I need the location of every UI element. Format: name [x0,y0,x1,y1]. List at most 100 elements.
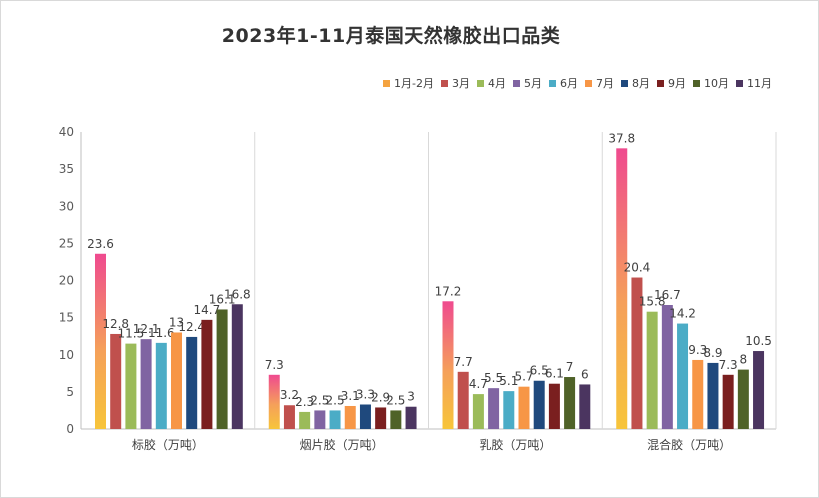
bar [314,410,326,429]
bar [503,391,515,429]
data-label: 3.1 [341,389,360,403]
legend-swatch [548,79,556,87]
bar [472,394,484,429]
bar [661,305,673,429]
y-tick-label: 35 [59,162,74,176]
legend-swatch [476,79,484,87]
legend-label: 3月 [451,77,470,90]
data-label: 3 [407,390,415,404]
data-label: 12.4 [178,320,205,334]
data-label: 12.8 [102,317,129,331]
data-label: 6 [581,367,589,381]
bar [616,148,628,429]
legend-label: 7月 [595,77,614,90]
bar [564,377,576,429]
data-label: 3.3 [356,387,375,401]
x-category-label: 标胶（万吨） [132,437,204,452]
y-tick-label: 30 [59,199,74,213]
data-label: 5.5 [484,371,503,385]
y-tick-label: 5 [66,385,74,399]
data-label: 16.8 [224,287,251,301]
bar [329,410,341,429]
bar [737,369,749,429]
bar [359,404,371,429]
data-label: 13 [169,315,184,329]
data-label: 14.2 [669,307,696,321]
legend-item: 1月-2月 [383,75,434,91]
legend-swatch [620,79,628,87]
legend-label: 10月 [703,77,729,90]
bar [442,301,454,429]
data-label: 23.6 [87,237,114,251]
bar [283,405,295,429]
data-label: 11.6 [148,326,175,340]
legend-item: 6月 [548,75,578,91]
data-label: 14.7 [194,303,221,317]
bar [457,371,469,429]
bar [155,342,167,429]
data-label: 7 [566,360,574,374]
bar [390,410,402,429]
data-label: 9.3 [688,343,707,357]
data-label: 7.3 [265,358,284,372]
x-category-label: 烟片胶（万吨） [300,437,384,452]
bar [201,319,213,429]
y-tick-label: 25 [59,236,74,250]
x-category-label: 混合胶（万吨） [647,437,731,452]
bar [110,333,122,429]
legend-item: 10月 [692,75,729,91]
legend-item: 11月 [735,75,772,91]
legend-label: 5月 [523,77,542,90]
bar [216,309,228,429]
legend-item: 3月 [440,75,470,91]
data-label: 37.8 [608,131,635,145]
data-label: 2.3 [295,395,314,409]
legend-swatch [512,79,520,87]
legend: 1月-2月 3月 4月 5月 6月 7月 8月 9月 10月 11月 [383,75,779,91]
legend-swatch [440,79,448,87]
y-tick-label: 0 [66,422,74,436]
data-label: 6.1 [545,367,564,381]
data-label: 2.5 [326,393,345,407]
legend-item: 4月 [476,75,506,91]
legend-swatch [584,79,592,87]
bar [692,359,704,429]
legend-label: 1月-2月 [394,77,434,90]
chart-title: 2023年1-11月泰国天然橡胶出口品类 [221,25,561,47]
data-label: 16.1 [209,292,236,306]
bar [631,277,643,429]
data-label: 2.5 [310,393,329,407]
legend-swatch [383,79,390,87]
bar [533,380,545,429]
legend-swatch [656,79,664,87]
bar [140,339,152,429]
y-tick-label: 10 [59,348,74,362]
bar [231,304,243,429]
x-category-label: 乳胶（万吨） [479,437,551,452]
bar [299,411,311,429]
bar [707,362,719,429]
data-label: 10.5 [745,334,772,348]
data-label: 5.1 [499,374,518,388]
data-label: 6.5 [530,364,549,378]
bar [548,383,560,429]
data-label: 8 [740,353,748,367]
data-label: 7.3 [719,358,738,372]
data-label: 2.9 [371,390,390,404]
bar [677,323,689,429]
data-label: 3.2 [280,388,299,402]
legend-item: 5月 [512,75,542,91]
data-label: 11.5 [118,327,145,341]
legend-label: 9月 [667,77,686,90]
data-label: 5.7 [514,370,533,384]
data-label: 15.8 [639,295,666,309]
data-label: 12.1 [133,322,160,336]
data-label: 8.9 [703,346,722,360]
legend-swatch [692,79,700,87]
data-label: 20.4 [624,261,651,275]
data-label: 2.5 [386,393,405,407]
y-tick-label: 15 [59,311,74,325]
bar [95,253,106,429]
data-label: 16.7 [654,288,681,302]
